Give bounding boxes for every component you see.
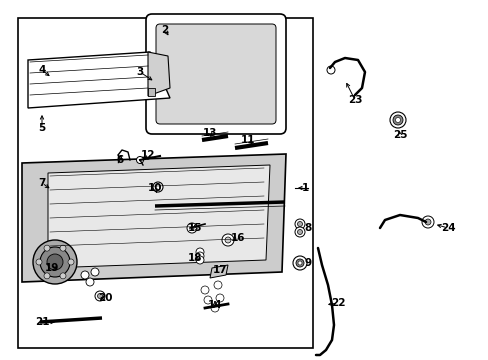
Circle shape	[294, 227, 305, 237]
Circle shape	[297, 221, 302, 226]
Text: 2: 2	[161, 25, 168, 35]
Circle shape	[326, 66, 334, 74]
Text: 3: 3	[136, 67, 143, 77]
Circle shape	[153, 182, 163, 192]
Text: 15: 15	[187, 223, 202, 233]
Circle shape	[292, 256, 306, 270]
Circle shape	[216, 294, 224, 302]
Text: 21: 21	[35, 317, 49, 327]
Text: 17: 17	[212, 265, 227, 275]
Circle shape	[44, 245, 50, 251]
Polygon shape	[28, 52, 170, 108]
Circle shape	[186, 223, 197, 233]
Circle shape	[295, 259, 304, 267]
Text: 18: 18	[187, 253, 202, 263]
Text: 16: 16	[230, 233, 245, 243]
Circle shape	[44, 273, 50, 279]
Text: 11: 11	[240, 135, 255, 145]
Circle shape	[424, 219, 430, 225]
Text: 10: 10	[147, 183, 162, 193]
Text: 12: 12	[141, 150, 155, 160]
Bar	[18, 18, 312, 348]
Text: 23: 23	[347, 95, 362, 105]
Polygon shape	[22, 154, 285, 282]
Text: 8: 8	[304, 223, 311, 233]
Circle shape	[86, 278, 94, 286]
Circle shape	[203, 296, 212, 304]
Text: 24: 24	[440, 223, 454, 233]
Text: 1: 1	[301, 183, 308, 193]
Polygon shape	[148, 52, 170, 96]
Circle shape	[395, 117, 400, 122]
Circle shape	[392, 115, 402, 125]
Circle shape	[421, 216, 433, 228]
Circle shape	[33, 240, 77, 284]
FancyBboxPatch shape	[156, 24, 275, 124]
Polygon shape	[48, 165, 269, 268]
Circle shape	[40, 247, 70, 277]
Text: 7: 7	[38, 178, 45, 188]
Circle shape	[196, 248, 203, 256]
Circle shape	[201, 286, 208, 294]
Circle shape	[81, 271, 89, 279]
Text: 6: 6	[116, 155, 123, 165]
Circle shape	[196, 252, 203, 260]
FancyBboxPatch shape	[146, 14, 285, 134]
Text: 5: 5	[38, 123, 45, 133]
Circle shape	[210, 304, 219, 312]
Circle shape	[47, 254, 63, 270]
Polygon shape	[209, 265, 227, 278]
Circle shape	[91, 268, 99, 276]
Circle shape	[294, 219, 305, 229]
Circle shape	[222, 234, 234, 246]
Text: 9: 9	[304, 258, 311, 268]
Circle shape	[60, 273, 66, 279]
Text: 13: 13	[203, 128, 217, 138]
Text: 4: 4	[38, 65, 45, 75]
Circle shape	[136, 157, 143, 163]
Text: 25: 25	[392, 130, 407, 140]
Circle shape	[95, 291, 105, 301]
Circle shape	[155, 184, 160, 189]
Circle shape	[297, 261, 302, 265]
Text: 19: 19	[45, 263, 59, 273]
Text: 20: 20	[98, 293, 112, 303]
Circle shape	[224, 237, 230, 243]
Circle shape	[60, 245, 66, 251]
Text: 14: 14	[207, 300, 222, 310]
Circle shape	[68, 259, 74, 265]
Circle shape	[97, 293, 102, 298]
Circle shape	[389, 112, 405, 128]
Polygon shape	[148, 88, 155, 96]
Circle shape	[214, 281, 222, 289]
Circle shape	[297, 230, 302, 234]
Text: 22: 22	[330, 298, 345, 308]
Circle shape	[36, 259, 42, 265]
Circle shape	[196, 256, 203, 264]
